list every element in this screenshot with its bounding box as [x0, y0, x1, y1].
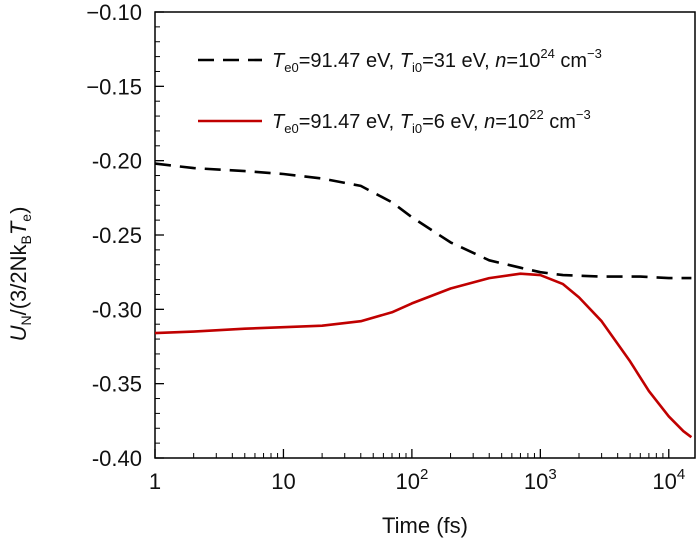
- series-line-2: [154, 272, 693, 439]
- y-tick-label: -0.25: [92, 223, 142, 248]
- series-line-1: [154, 162, 692, 280]
- x-tick-label: 10: [271, 469, 295, 494]
- y-tick-label: -0.35: [92, 372, 142, 397]
- y-axis-title: UN/(3/2NkBTe): [6, 207, 34, 342]
- x-axis: 1 10 102 103 104: [149, 449, 685, 494]
- y-tick-label: -0.20: [92, 149, 142, 174]
- plot-frame: [154, 11, 696, 459]
- legend-label-2: Te0=91.47 eV, Ti0=6 eV, n=1022 cm−3: [272, 107, 591, 136]
- y-tick-label: -0.30: [92, 297, 142, 322]
- legend-label-1: Te0=91.47 eV, Ti0=31 eV, n=1024 cm−3: [272, 46, 602, 75]
- y-axis: −0.10 −0.15 -0.20 -0.25 -0.30 -0.35 -0.40: [86, 0, 164, 471]
- x-axis-title: Time (fs): [382, 513, 468, 538]
- y-tick-label: −0.10: [86, 0, 142, 25]
- y-tick-label: -0.40: [92, 446, 142, 471]
- x-tick-label: 102: [395, 466, 428, 494]
- plot-area: [154, 11, 696, 459]
- legend: Te0=91.47 eV, Ti0=31 eV, n=1024 cm−3 Te0=…: [198, 46, 602, 136]
- x-tick-label: 103: [524, 466, 557, 494]
- x-tick-label: 104: [652, 466, 685, 494]
- y-tick-label: −0.15: [86, 74, 142, 99]
- x-tick-label: 1: [149, 469, 161, 494]
- series-layer: [154, 162, 693, 439]
